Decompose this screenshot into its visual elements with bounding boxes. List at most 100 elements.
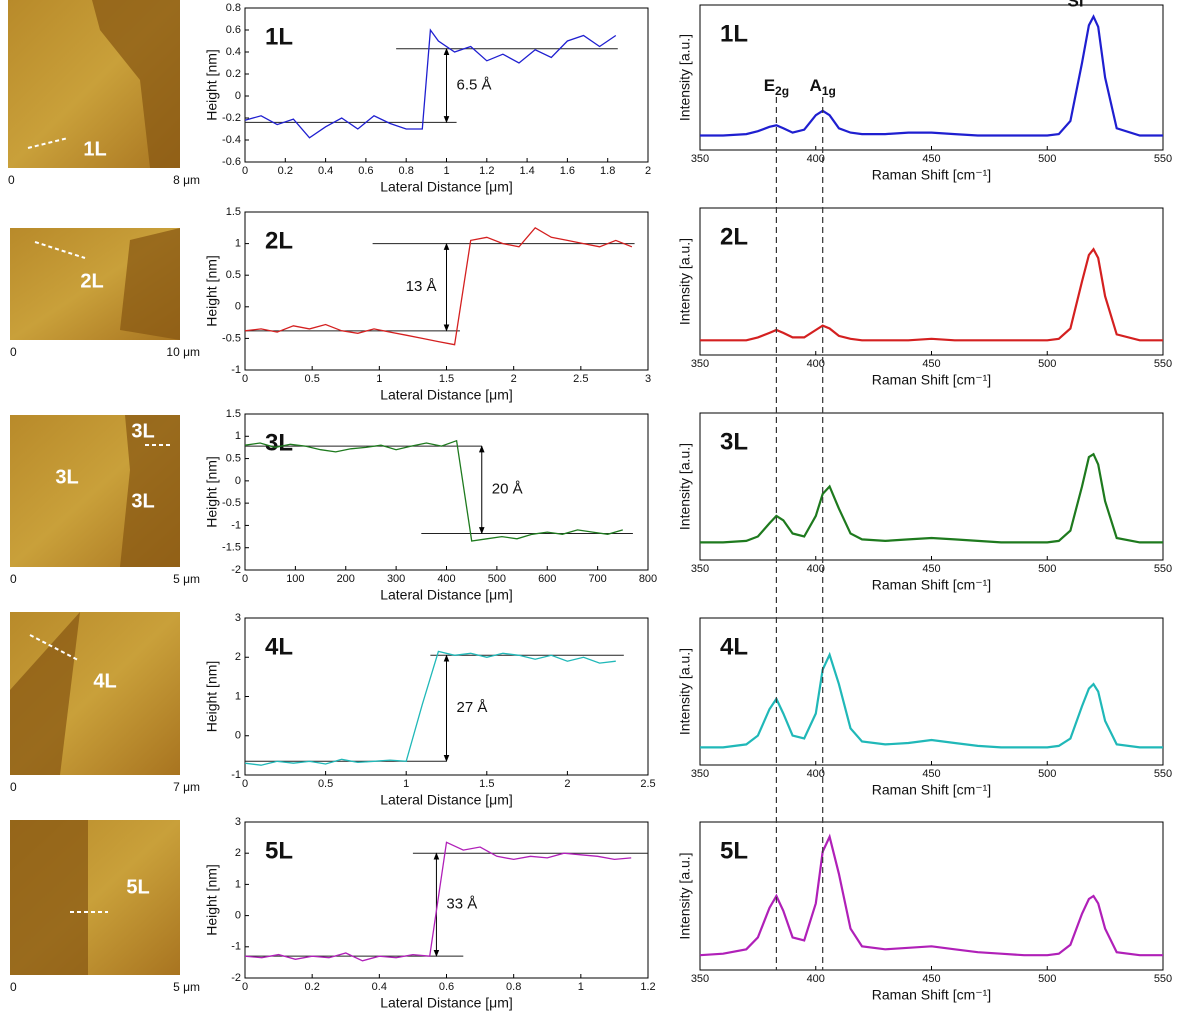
chart: 350 400 450 500 550 Raman Shift [cm⁻¹] Intensi… xyxy=(677,617,1172,798)
y-axis-label: Intensity [a.u.] xyxy=(677,238,693,325)
x-tick-label: 450 xyxy=(922,973,940,985)
data-line xyxy=(244,28,617,139)
layer-label: 5L xyxy=(720,837,748,864)
scale-end: 8 μm xyxy=(173,173,200,187)
x-tick-label: 350 xyxy=(691,563,709,575)
x-axis-label: Lateral Distance [μm] xyxy=(380,995,513,1011)
x-tick-label: 0 xyxy=(242,165,248,177)
y-axis-label: Intensity [a.u.] xyxy=(677,34,693,121)
x-tick-label: 1.4 xyxy=(519,165,534,177)
y-tick-label: 2 xyxy=(235,847,241,859)
y-tick-label: -0.6 xyxy=(222,156,241,168)
afm-flake xyxy=(120,415,180,567)
y-tick-label: 0 xyxy=(235,301,241,313)
x-tick-label: 500 xyxy=(1038,563,1056,575)
y-tick-label: 0.5 xyxy=(226,269,241,281)
x-tick-label: 2 xyxy=(511,373,517,385)
x-tick-label: 100 xyxy=(286,573,304,585)
y-tick-label: -1 xyxy=(231,941,241,953)
y-tick-label: -0.2 xyxy=(222,112,241,124)
peak-label-sub: 2g xyxy=(775,84,789,98)
x-axis-label: Lateral Distance [μm] xyxy=(380,387,513,403)
y-tick-label: -1 xyxy=(231,519,241,531)
y-tick-label: 1 xyxy=(235,690,241,702)
layer-label: 4L xyxy=(93,670,116,692)
chart: 0 100 200 300 400 500 600 700 800 -2 -1.5 -1 -0.5 0 0.… xyxy=(204,408,657,603)
x-tick-label: 300 xyxy=(387,573,405,585)
x-tick-label: 400 xyxy=(807,563,825,575)
profile-line xyxy=(34,241,86,259)
x-tick-label: 0.8 xyxy=(399,165,414,177)
x-tick-label: 0.6 xyxy=(439,981,454,993)
x-tick-label: 350 xyxy=(691,973,709,985)
y-tick-label: 0 xyxy=(235,730,241,742)
data-line xyxy=(700,14,1163,137)
peak-label-sub: 1g xyxy=(822,84,836,98)
y-axis-label: Intensity [a.u.] xyxy=(677,648,693,735)
x-tick-label: 2.5 xyxy=(640,778,655,790)
x-tick-label: 550 xyxy=(1154,973,1172,985)
layer-label: 2L xyxy=(265,227,293,254)
x-tick-label: 450 xyxy=(922,563,940,575)
peak-label-base: A xyxy=(810,76,822,95)
data-line xyxy=(244,439,623,542)
x-axis-label: Raman Shift [cm⁻¹] xyxy=(872,987,991,1003)
afm-image: 2L 0 10 μm xyxy=(10,228,200,359)
step-label: 20 Å xyxy=(492,481,523,498)
x-tick-label: 2.5 xyxy=(573,373,588,385)
x-tick-label: 2 xyxy=(645,165,651,177)
y-tick-label: -0.5 xyxy=(222,332,241,344)
x-tick-label: 1.2 xyxy=(640,981,655,993)
y-axis-label: Height [nm] xyxy=(204,255,220,327)
x-tick-label: 0 xyxy=(242,373,248,385)
x-axis-label: Raman Shift [cm⁻¹] xyxy=(872,577,991,593)
y-tick-label: 0.6 xyxy=(226,24,241,36)
x-tick-label: 450 xyxy=(922,153,940,165)
data-line xyxy=(244,226,633,346)
chart: 0 0.5 1 1.5 2 2.5 3 -1 -0.5 0 0.5 1 1.5 Lateral Dista… xyxy=(204,206,651,403)
x-tick-label: 1.5 xyxy=(479,778,494,790)
peak-label: Si xyxy=(1067,0,1083,11)
x-tick-label: 450 xyxy=(922,768,940,780)
x-tick-label: 600 xyxy=(538,573,556,585)
x-axis-label: Lateral Distance [μm] xyxy=(380,792,513,808)
x-tick-label: 0.6 xyxy=(358,165,373,177)
layer-label: 3L xyxy=(55,466,78,488)
scale-end: 5 μm xyxy=(173,980,200,994)
profile-line xyxy=(29,634,79,661)
step-label: 13 Å xyxy=(406,278,437,295)
x-tick-label: 350 xyxy=(691,358,709,370)
x-tick-label: 500 xyxy=(488,573,506,585)
x-tick-label: 1.8 xyxy=(600,165,615,177)
layer-label: 3L xyxy=(131,490,154,512)
y-axis-label: Height [nm] xyxy=(204,456,220,528)
x-tick-label: 550 xyxy=(1154,358,1172,370)
y-tick-label: -0.5 xyxy=(222,497,241,509)
scale-start: 0 xyxy=(10,780,17,794)
peak-label: A1g xyxy=(810,76,836,98)
x-axis-label: Raman Shift [cm⁻¹] xyxy=(872,167,991,183)
x-tick-label: 3 xyxy=(645,373,651,385)
y-tick-label: 1 xyxy=(235,878,241,890)
y-tick-label: 3 xyxy=(235,612,241,624)
x-tick-label: 1.6 xyxy=(560,165,575,177)
peak-label-base: E xyxy=(764,76,775,95)
y-tick-label: -1 xyxy=(231,769,241,781)
x-tick-label: 350 xyxy=(691,153,709,165)
x-tick-label: 800 xyxy=(639,573,657,585)
data-line xyxy=(244,650,616,766)
chart: 350 400 450 500 550 Raman Shift [cm⁻¹] Intensi… xyxy=(677,821,1172,1003)
x-tick-label: 350 xyxy=(691,768,709,780)
layer-label: 4L xyxy=(265,633,293,660)
x-tick-label: 400 xyxy=(807,768,825,780)
x-axis-label: Raman Shift [cm⁻¹] xyxy=(872,782,991,798)
data-line xyxy=(700,247,1163,342)
y-tick-label: 0 xyxy=(235,475,241,487)
step-label: 33 Å xyxy=(446,896,477,913)
layer-label: 2L xyxy=(80,270,103,292)
y-tick-label: 0.8 xyxy=(226,2,241,14)
x-tick-label: 1.2 xyxy=(479,165,494,177)
y-tick-label: -1.5 xyxy=(222,542,241,554)
x-tick-label: 0.5 xyxy=(318,778,333,790)
x-tick-label: 0.4 xyxy=(318,165,333,177)
